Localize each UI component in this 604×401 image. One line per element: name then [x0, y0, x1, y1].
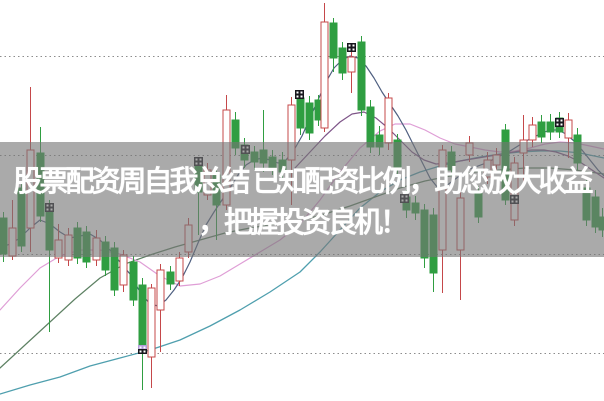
headline-overlay-band [0, 142, 604, 257]
